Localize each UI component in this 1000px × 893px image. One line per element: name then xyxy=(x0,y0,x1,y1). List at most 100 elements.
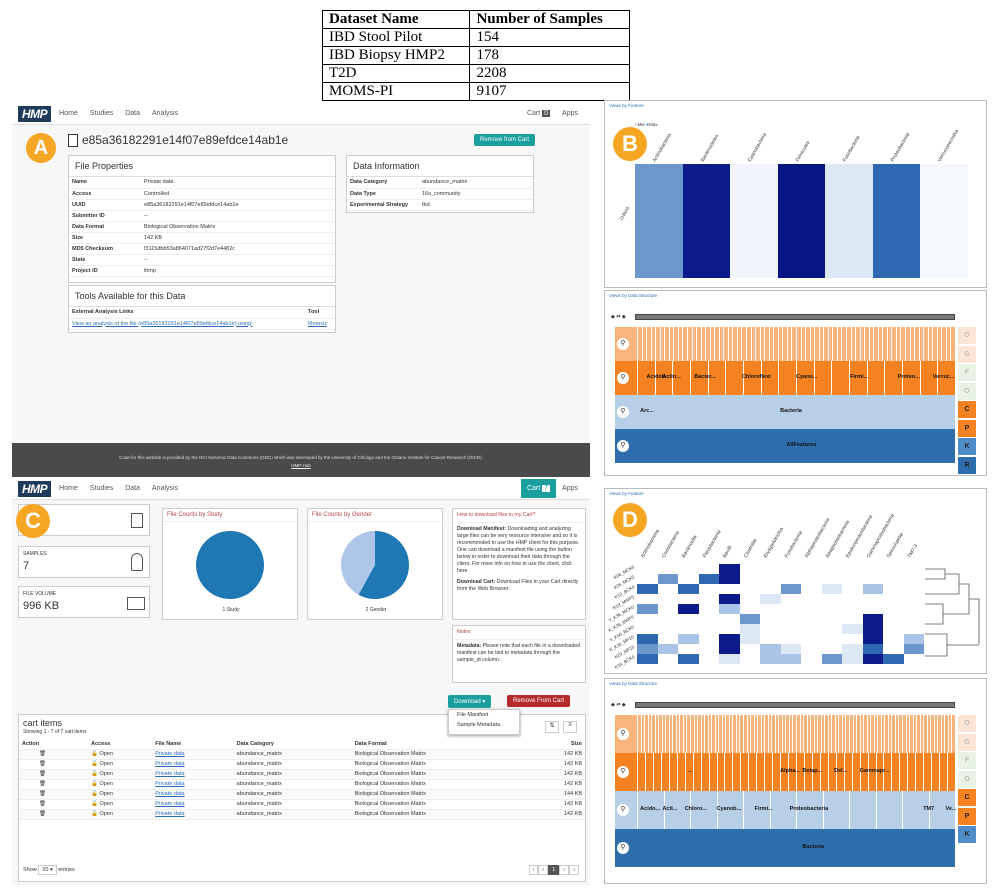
leaf-node[interactable] xyxy=(859,327,861,361)
heatmap-cell[interactable] xyxy=(657,644,678,654)
leaf-node[interactable] xyxy=(899,753,901,791)
heatmap-cell[interactable] xyxy=(780,644,801,654)
leaf-node[interactable] xyxy=(856,715,858,753)
leaf-node[interactable] xyxy=(902,715,903,753)
leaf-node[interactable] xyxy=(690,715,691,753)
heatmap-cell[interactable] xyxy=(739,614,760,624)
heatmap-cell[interactable] xyxy=(801,614,822,624)
nav-data[interactable]: Data xyxy=(125,485,141,492)
leaf-node[interactable] xyxy=(852,715,854,753)
leaf-node[interactable] xyxy=(905,327,907,361)
leaf-node[interactable] xyxy=(690,361,691,395)
leaf-node[interactable] xyxy=(743,791,744,829)
trash-icon[interactable]: 🗑 xyxy=(19,799,89,810)
metaviz-link[interactable]: Metaviz xyxy=(308,320,327,327)
leaf-node[interactable] xyxy=(886,327,888,361)
level-button[interactable]: C xyxy=(958,401,976,418)
level-button[interactable]: F xyxy=(958,752,976,769)
node-label[interactable]: Acido... xyxy=(640,806,661,812)
level-toggle-icon[interactable]: ⚲ xyxy=(617,372,629,384)
leaf-node[interactable] xyxy=(939,753,941,791)
heatmap-cell[interactable] xyxy=(657,584,678,594)
node-label[interactable]: Chloroflexi xyxy=(741,374,771,380)
heatmap-cell[interactable] xyxy=(760,654,781,664)
leaf-node[interactable] xyxy=(705,327,707,361)
leaf-node[interactable] xyxy=(736,327,738,361)
leaf-node[interactable] xyxy=(690,791,691,829)
leaf-node[interactable] xyxy=(882,327,884,361)
leaf-node[interactable] xyxy=(788,715,790,753)
leaf-node[interactable] xyxy=(845,715,847,753)
node-label[interactable]: Acti... xyxy=(662,806,678,812)
heatmap-cell[interactable] xyxy=(842,614,863,624)
leaf-node[interactable] xyxy=(644,715,646,753)
menu-button[interactable]: ≡ xyxy=(563,721,577,733)
heatmap-cell[interactable] xyxy=(678,644,699,654)
leaf-node[interactable] xyxy=(894,715,896,753)
leaf-node[interactable] xyxy=(778,361,780,395)
leaf-node[interactable] xyxy=(691,327,693,361)
leaf-node[interactable] xyxy=(867,753,869,791)
leaf-node[interactable] xyxy=(760,715,762,753)
heatmap-cell[interactable] xyxy=(698,644,719,654)
leaf-node[interactable] xyxy=(796,753,797,791)
heatmap-cell[interactable] xyxy=(842,584,863,594)
heatmap-cell[interactable] xyxy=(698,564,719,574)
tools-link-text[interactable]: View an analysis of the file (e85a361822… xyxy=(69,318,305,330)
leaf-node[interactable] xyxy=(887,715,889,753)
leaf-node[interactable] xyxy=(900,327,902,361)
heatmap-cell[interactable] xyxy=(862,654,883,664)
leaf-node[interactable] xyxy=(792,715,794,753)
level-button[interactable]: F xyxy=(958,364,976,381)
heatmap-cell[interactable] xyxy=(637,604,658,614)
heatmap-cell[interactable] xyxy=(739,624,760,634)
leaf-node[interactable] xyxy=(716,753,718,791)
apps-link[interactable]: Apps xyxy=(562,485,578,492)
heatmap-cell[interactable] xyxy=(883,654,904,664)
leaf-node[interactable] xyxy=(841,327,843,361)
range-slider[interactable] xyxy=(635,314,955,320)
heatmap-cell[interactable] xyxy=(719,604,740,614)
heatmap-cell[interactable] xyxy=(883,624,904,634)
leaf-node[interactable] xyxy=(668,327,670,361)
heatmap-cell[interactable] xyxy=(637,634,658,644)
heatmap-cell[interactable] xyxy=(842,644,863,654)
leaf-node[interactable] xyxy=(780,753,782,791)
tree-controls[interactable]: ◆ ⇄ ◆ xyxy=(611,702,626,708)
trash-icon[interactable]: 🗑 xyxy=(19,769,89,780)
heatmap-cell[interactable] xyxy=(883,644,904,654)
heatmap-cell[interactable] xyxy=(821,634,842,644)
heatmap-cell[interactable] xyxy=(760,634,781,644)
leaf-node[interactable] xyxy=(849,715,850,753)
heatmap-cell[interactable] xyxy=(821,644,842,654)
leaf-node[interactable] xyxy=(866,715,868,753)
leaf-node[interactable] xyxy=(682,327,684,361)
file-link[interactable]: Private data xyxy=(155,781,185,787)
leaf-node[interactable] xyxy=(651,715,653,753)
leaf-node[interactable] xyxy=(937,715,939,753)
heatmap-cell[interactable] xyxy=(842,564,863,574)
leaf-node[interactable] xyxy=(707,361,709,395)
leaf-node[interactable] xyxy=(686,715,688,753)
leaf-node[interactable] xyxy=(940,715,942,753)
leaf-node[interactable] xyxy=(767,715,769,753)
leaf-node[interactable] xyxy=(800,327,802,361)
nav-home[interactable]: Home xyxy=(59,110,78,117)
heatmap-cell[interactable] xyxy=(821,624,842,634)
level-toggle-icon[interactable]: ⚲ xyxy=(617,728,629,740)
heatmap-cell[interactable] xyxy=(903,564,924,574)
heatmap-cell[interactable] xyxy=(698,634,719,644)
leaf-node[interactable] xyxy=(919,361,921,395)
leaf-node[interactable] xyxy=(941,327,943,361)
leaf-node[interactable] xyxy=(799,715,801,753)
leaf-node[interactable] xyxy=(756,753,758,791)
leaf-node[interactable] xyxy=(817,715,819,753)
leaf-node[interactable] xyxy=(732,327,734,361)
file-link[interactable]: Private data xyxy=(155,801,185,807)
leaf-node[interactable] xyxy=(836,327,838,361)
heatmap-cell[interactable] xyxy=(678,564,699,574)
leaf-node[interactable] xyxy=(849,361,850,395)
heatmap-cell[interactable] xyxy=(760,594,781,604)
leaf-node[interactable] xyxy=(796,791,797,829)
node-label[interactable]: Betap... xyxy=(802,768,823,774)
